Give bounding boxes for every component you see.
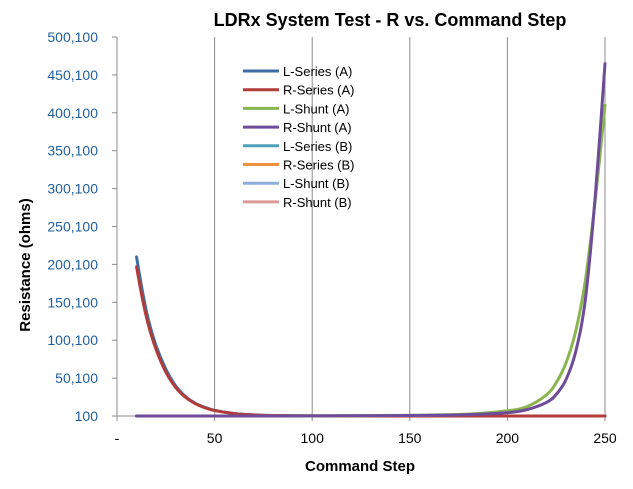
y-tick-label: 100 — [75, 408, 99, 424]
x-tick-label: - — [115, 430, 120, 446]
y-tick-label: 300,100 — [47, 181, 98, 197]
x-tick-label: 50 — [207, 430, 223, 446]
plot-area — [117, 37, 605, 416]
legend-label-r-shunt-a: R-Shunt (A) — [283, 120, 352, 135]
plot-frame — [117, 37, 605, 416]
legend-label-r-series-b: R-Series (B) — [283, 158, 355, 173]
x-tick-label: 150 — [398, 430, 422, 446]
x-tick-labels: - 50 100 150 200 250 — [115, 430, 617, 446]
legend-label-r-shunt-b: R-Shunt (B) — [283, 195, 352, 210]
x-tick-label: 250 — [593, 430, 617, 446]
y-tick-label: 50,100 — [55, 370, 98, 386]
y-tick-label: 200,100 — [47, 256, 98, 272]
chart-title: LDRx System Test - R vs. Command Step — [214, 10, 567, 30]
series-line-r-shunt-a — [135, 62, 607, 418]
y-tick-labels: 100 50,100 100,100 150,100 200,100 250,100 300… — [47, 29, 98, 424]
legend-label-r-series-a: R-Series (A) — [283, 83, 355, 98]
y-tick-label: 100,100 — [47, 332, 98, 348]
legend-label-l-shunt-b: L-Shunt (B) — [283, 176, 349, 191]
x-tick-label: 100 — [301, 430, 325, 446]
y-axis-title: Resistance (ohms) — [17, 198, 34, 331]
series-lines — [135, 62, 607, 418]
y-tick-label: 400,100 — [47, 105, 98, 121]
y-tick-label: 250,100 — [47, 219, 98, 235]
legend: L-Series (A) R-Series (A) L-Shunt (A) R-Shu… — [243, 64, 355, 210]
legend-label-l-series-b: L-Series (B) — [283, 139, 352, 154]
gridlines — [214, 37, 606, 416]
y-tick-label: 150,100 — [47, 294, 98, 310]
legend-label-l-shunt-a: L-Shunt (A) — [283, 101, 349, 116]
legend-label-l-series-a: L-Series (A) — [283, 64, 352, 79]
y-tick-label: 450,100 — [47, 67, 98, 83]
y-tick-label: 350,100 — [47, 143, 98, 159]
x-axis-title: Command Step — [305, 458, 415, 475]
x-tick-label: 200 — [496, 430, 520, 446]
y-tick-label: 500,100 — [47, 29, 98, 45]
